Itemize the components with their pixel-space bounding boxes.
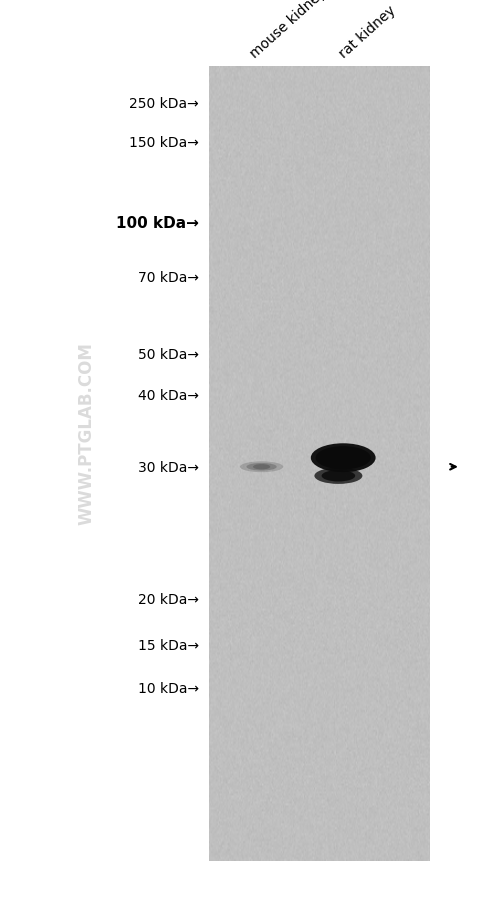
Ellipse shape bbox=[247, 464, 276, 471]
Text: 100 kDa→: 100 kDa→ bbox=[116, 216, 199, 231]
Text: rat kidney: rat kidney bbox=[336, 4, 398, 61]
Text: mouse kidney: mouse kidney bbox=[247, 0, 329, 61]
Text: 30 kDa→: 30 kDa→ bbox=[138, 460, 199, 474]
Ellipse shape bbox=[240, 462, 283, 473]
Text: 150 kDa→: 150 kDa→ bbox=[129, 135, 199, 150]
Ellipse shape bbox=[253, 465, 270, 470]
Text: 15 kDa→: 15 kDa→ bbox=[138, 638, 199, 652]
Ellipse shape bbox=[322, 471, 355, 482]
Ellipse shape bbox=[324, 450, 363, 466]
Text: WWW.PTGLAB.COM: WWW.PTGLAB.COM bbox=[77, 342, 96, 524]
Ellipse shape bbox=[316, 446, 371, 470]
Text: 40 kDa→: 40 kDa→ bbox=[138, 388, 199, 402]
Ellipse shape bbox=[314, 468, 362, 484]
Text: 70 kDa→: 70 kDa→ bbox=[138, 271, 199, 285]
Text: 50 kDa→: 50 kDa→ bbox=[138, 347, 199, 362]
Ellipse shape bbox=[311, 444, 376, 473]
Text: 10 kDa→: 10 kDa→ bbox=[138, 681, 199, 695]
Text: 20 kDa→: 20 kDa→ bbox=[138, 593, 199, 607]
Text: 250 kDa→: 250 kDa→ bbox=[130, 97, 199, 111]
